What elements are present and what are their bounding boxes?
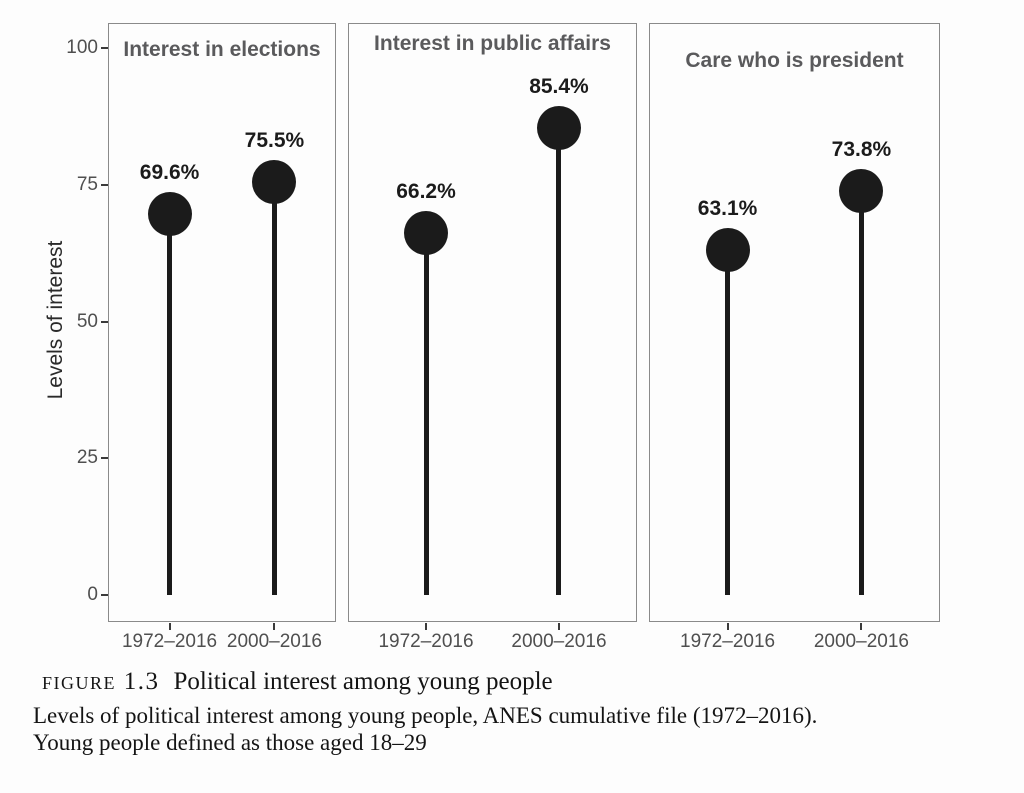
value-label: 73.8% [831,138,892,162]
value-label: 85.4% [529,74,589,98]
lollipop-stem [858,191,864,595]
lollipop-point [705,227,750,272]
caption-note-line: Young people defined as those aged 18–29 [33,730,427,755]
caption-source-line: Levels of political interest among young… [33,703,818,728]
y-tick-label: 100 [66,37,98,58]
y-tick-mark [101,47,108,49]
x-tick-label: 2000–2016 [813,631,909,652]
x-tick-label: 1972–2016 [378,631,474,652]
panel-title: Interest in public affairs [374,32,611,55]
x-tick-mark [860,623,863,630]
lollipop-stem [167,214,173,595]
x-tick-label: 2000–2016 [511,631,607,652]
x-tick-label: 1972–2016 [680,631,776,652]
y-tick-label: 50 [76,310,98,332]
y-tick-mark [101,457,108,460]
value-label: 75.5% [244,129,305,152]
x-tick-label: 2000–2016 [226,631,322,652]
caption-figure-label: figure 1.3 [42,668,160,695]
lollipop-point [536,105,581,150]
panel-title: Interest in elections [123,38,321,61]
caption-title-line: figure 1.3 Political interest among young… [42,668,553,696]
lollipop-point [839,169,884,214]
panel [348,23,637,622]
panel-title: Care who is president [685,49,904,72]
value-label: 66.2% [396,179,456,203]
y-tick-label: 75 [76,173,98,195]
x-tick-mark [273,623,276,630]
x-tick-mark [425,623,428,630]
panel [108,23,336,622]
lollipop-point [147,192,192,237]
x-tick-mark [557,623,560,630]
caption-title: Political interest among young people [173,668,553,695]
lollipop-stem [271,182,277,595]
y-tick-mark [101,183,108,186]
y-tick-mark [101,320,108,323]
x-tick-mark [726,623,729,630]
lollipop-stem [556,127,562,595]
y-tick-label: 25 [76,447,98,469]
lollipop-point [404,210,449,255]
lollipop-stem [423,232,429,595]
x-tick-label: 1972–2016 [121,631,218,652]
value-label: 63.1% [697,196,758,220]
y-tick-label: 0 [87,584,98,605]
lollipop-point [252,160,297,204]
x-tick-mark [168,623,171,630]
value-label: 69.6% [139,161,200,185]
lollipop-stem [725,249,731,595]
y-tick-mark [101,594,108,596]
panel [649,23,940,622]
